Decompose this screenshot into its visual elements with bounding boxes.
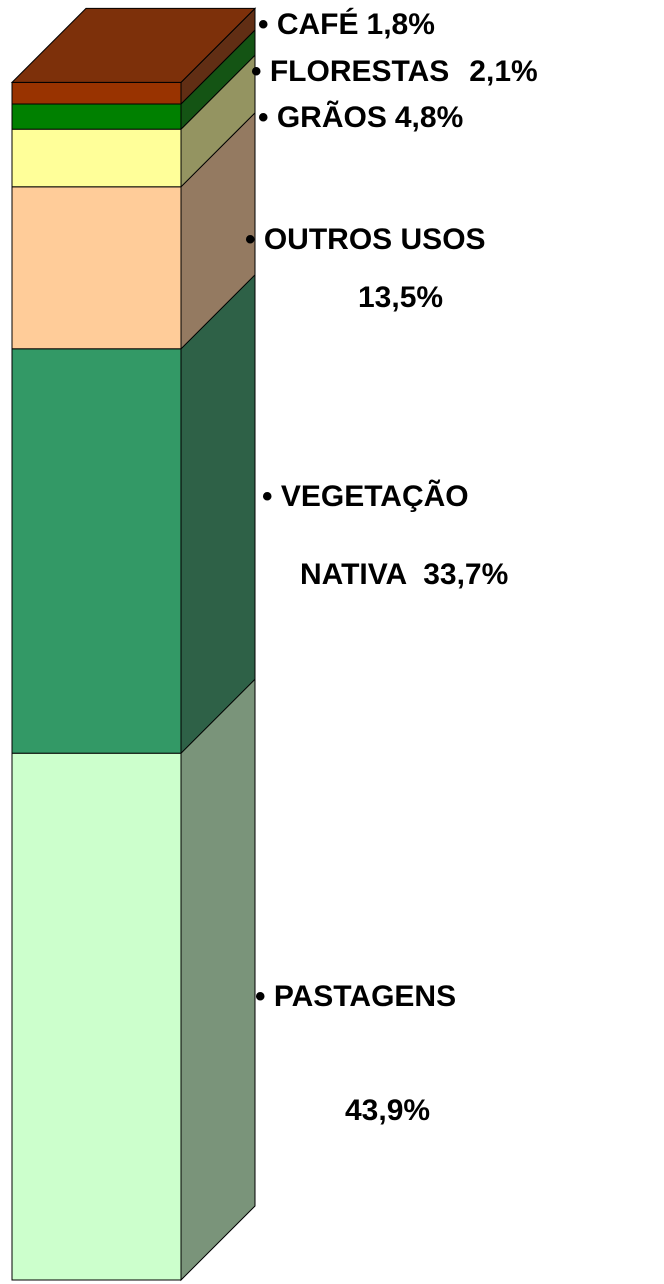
segment-value: 13,5% bbox=[358, 281, 444, 314]
segment-name: GRÃOS bbox=[276, 101, 387, 134]
segment-value: 1,8% bbox=[366, 8, 435, 41]
bar-segment bbox=[11, 348, 182, 754]
segment-label: FLORESTAS 2,1% bbox=[251, 54, 664, 90]
bar-segment-side bbox=[180, 677, 256, 1282]
segment-label: OUTROS USOS 13,5% bbox=[245, 211, 605, 327]
segment-value: 43,9% bbox=[345, 1094, 431, 1127]
bar-segment bbox=[11, 752, 182, 1281]
bar-top bbox=[10, 7, 257, 83]
segment-value: 2,1% bbox=[469, 55, 538, 88]
bar-segment-side bbox=[180, 273, 256, 755]
segment-name: FLORESTAS bbox=[269, 55, 450, 88]
segment-name: CAFÉ bbox=[276, 8, 359, 41]
segment-name: VEGETAÇÃO NATIVA bbox=[280, 480, 469, 591]
bar-segment bbox=[11, 103, 182, 130]
bar-segment bbox=[11, 128, 182, 188]
segment-value: 33,7% bbox=[423, 558, 509, 591]
bar-segment bbox=[11, 81, 182, 105]
segment-name: OUTROS USOS bbox=[263, 223, 486, 256]
bar-segment bbox=[11, 186, 182, 350]
segment-name: PASTAGENS bbox=[273, 980, 457, 1013]
segment-label: PASTAGENS 43,9% bbox=[255, 940, 585, 1168]
segment-value: 4,8% bbox=[394, 101, 464, 134]
